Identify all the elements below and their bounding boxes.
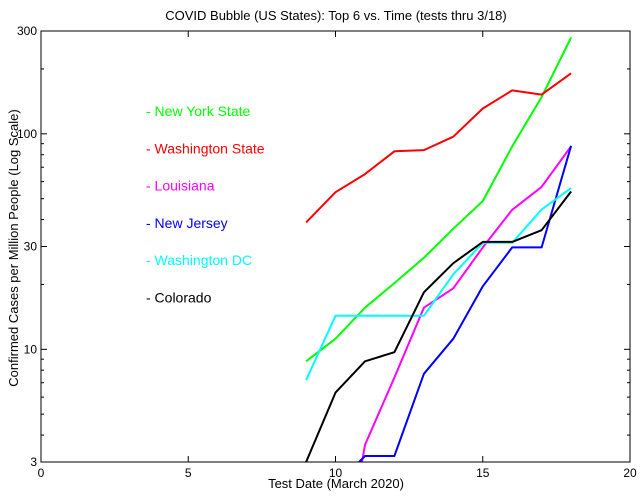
series-line-louisiana [361,145,572,462]
series-line-colorado [305,190,572,462]
series-line-new-york-state [305,37,572,363]
legend-entry-louisiana: - Louisiana [146,178,215,194]
x-tick-label-15: 15 [476,466,490,480]
x-axis-label: Test Date (March 2020) [268,476,404,491]
x-tick-label-5: 5 [185,466,192,480]
series-line-washington-dc [305,187,572,381]
x-tick-label-20: 20 [623,466,637,480]
legend-entry-colorado: - Colorado [146,290,212,306]
series-line-washington-state [305,72,572,224]
y-tick-label-30: 30 [24,240,38,254]
legend-entry-washington-dc: - Washington DC [146,252,252,268]
legend-entry-new-york-state: - New York State [146,103,250,119]
x-tick-label-10: 10 [329,466,343,480]
legend-entry-washington-state: - Washington State [146,140,265,156]
plot-area: 0 5 10 15 20 3 10 30 100 300 - New York State - Was… [17,24,637,480]
y-tick-label-100: 100 [17,127,37,141]
y-tick-label-3: 3 [30,455,37,469]
y-tick-label-300: 300 [17,24,37,38]
legend-entry-new-jersey: - New Jersey [146,215,228,231]
chart-title: COVID Bubble (US States): Top 6 vs. Time… [165,8,507,23]
x-tick-label-0: 0 [38,466,45,480]
y-tick-label-10: 10 [24,342,38,356]
series-line-new-jersey [358,145,573,462]
y-axis-label: Confirmed Cases per Million People (Log … [6,109,21,386]
